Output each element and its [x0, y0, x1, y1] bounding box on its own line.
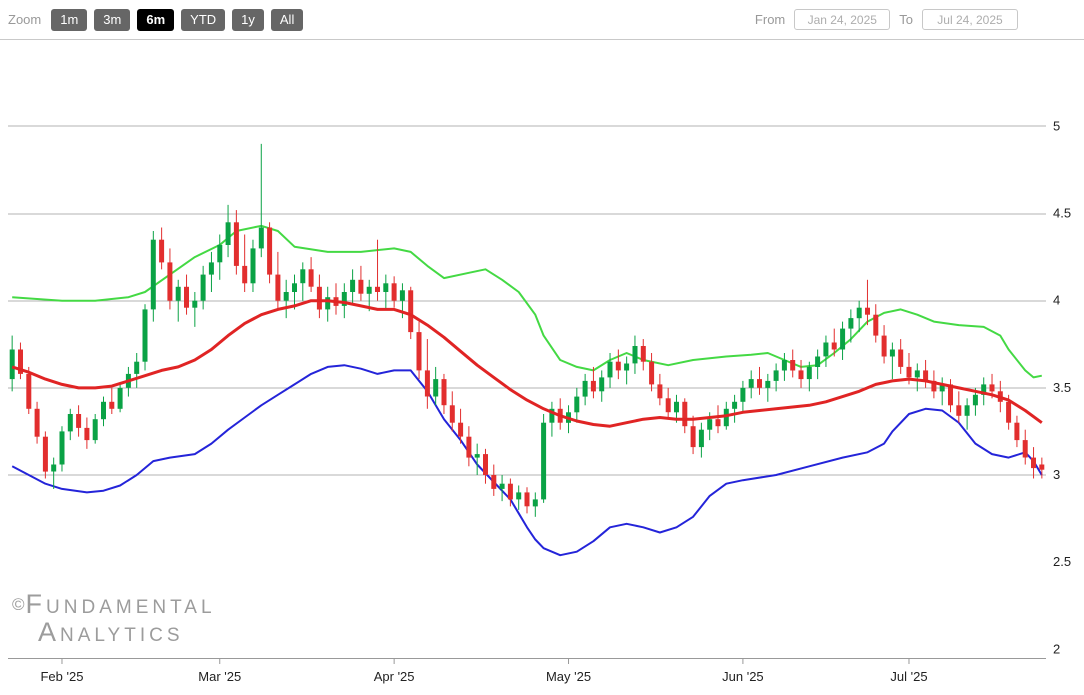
svg-text:3.5: 3.5 [1053, 380, 1071, 395]
svg-text:4.5: 4.5 [1053, 206, 1071, 221]
bollinger-middle-line [11, 299, 1043, 428]
watermark-line2: Analytics [38, 617, 184, 647]
zoom-button-6m[interactable]: 6m [137, 8, 175, 31]
svg-text:Apr '25: Apr '25 [374, 669, 415, 684]
x-axis-labels: Feb '25 Mar '25 Apr '25 May '25 Jun '25 Jul '… [40, 669, 927, 684]
svg-text:4: 4 [1053, 293, 1060, 308]
x-axis [8, 658, 1046, 664]
svg-text:2.5: 2.5 [1053, 554, 1071, 569]
zoom-button-3m[interactable]: 3m [94, 8, 131, 31]
candlestick-series [9, 143, 1045, 517]
svg-text:Jun '25: Jun '25 [722, 669, 764, 684]
svg-text:2: 2 [1053, 641, 1060, 656]
to-label: To [899, 12, 913, 27]
svg-text:5: 5 [1053, 118, 1060, 133]
zoom-label: Zoom [8, 12, 42, 27]
chart-toolbar: Zoom 1m 3m 6m YTD 1y All From To [0, 0, 1084, 40]
zoom-button-1m[interactable]: 1m [51, 8, 88, 31]
from-date-input[interactable] [794, 9, 891, 30]
zoom-button-1y[interactable]: 1y [232, 8, 264, 31]
svg-text:Feb '25: Feb '25 [40, 669, 83, 684]
y-axis-labels: 5 4.5 4 3.5 3 2.5 2 [1053, 118, 1071, 656]
zoom-button-ytd[interactable]: YTD [181, 8, 226, 31]
zoom-button-all[interactable]: All [270, 8, 304, 31]
from-label: From [754, 12, 786, 27]
svg-text:May '25: May '25 [546, 669, 591, 684]
to-date-input[interactable] [922, 9, 1018, 30]
copyright-symbol: © [12, 595, 25, 614]
bollinger-lower-line [11, 364, 1043, 557]
watermark-line1: ©Fundamental [12, 589, 216, 619]
svg-text:Mar '25: Mar '25 [198, 669, 241, 684]
svg-text:3: 3 [1053, 467, 1060, 482]
bollinger-upper-line [12, 224, 1043, 379]
date-range-group: From To [746, 9, 1018, 30]
y-gridlines [8, 125, 1046, 476]
svg-text:Jul '25: Jul '25 [890, 669, 927, 684]
watermark: ©Fundamental Analytics [12, 589, 216, 647]
